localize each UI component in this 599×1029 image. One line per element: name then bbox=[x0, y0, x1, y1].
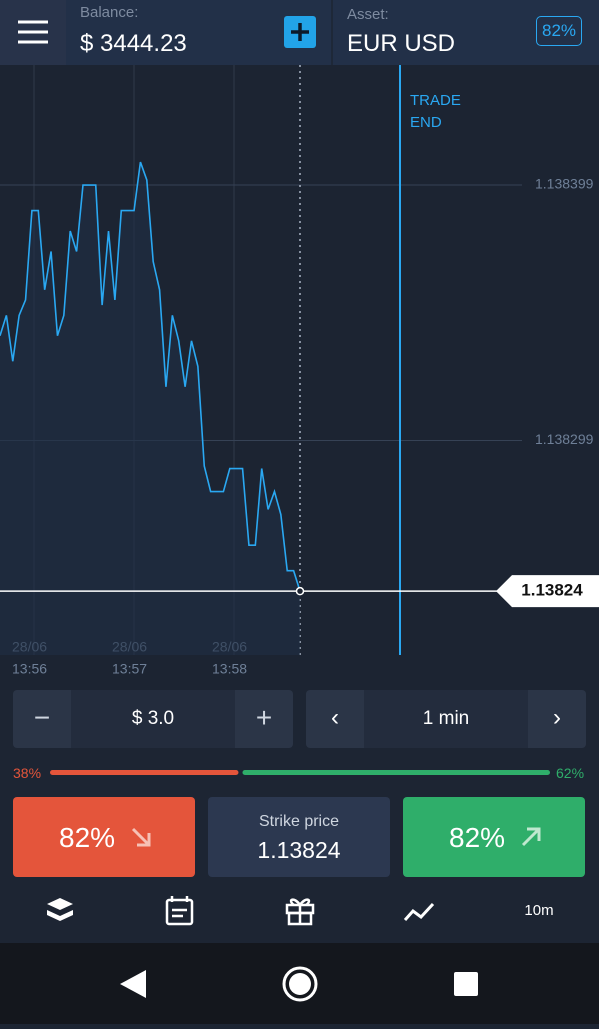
amount-minus[interactable]: − bbox=[33, 702, 51, 733]
up-arrow bbox=[521, 827, 541, 847]
x-tick-time: 13:58 bbox=[212, 661, 247, 677]
home-button[interactable] bbox=[282, 966, 318, 1002]
strike-label: Strike price bbox=[258, 813, 340, 830]
duration-field[interactable] bbox=[364, 690, 528, 748]
y-tick-label: 1.138299 bbox=[535, 431, 594, 447]
header: Balance: $ 3444.23 Asset: EUR USD 82% bbox=[0, 0, 599, 65]
up-percent: 62% bbox=[556, 765, 585, 781]
area bbox=[0, 162, 300, 655]
down-button[interactable]: 82% bbox=[13, 797, 195, 877]
amount-field[interactable] bbox=[71, 690, 235, 748]
y-tick-label: 1.138399 bbox=[535, 176, 594, 192]
trade-end-label: TRADE bbox=[410, 92, 461, 109]
back-button[interactable] bbox=[120, 970, 146, 998]
system-nav-icons bbox=[120, 966, 478, 1002]
asset-label: Asset: bbox=[347, 6, 389, 23]
strike-panel: Strike price 1.13824 bbox=[208, 797, 390, 877]
down-arrow bbox=[131, 827, 151, 847]
current-point bbox=[295, 586, 305, 596]
deposit-button[interactable] bbox=[284, 16, 316, 48]
period[interactable]: 10m bbox=[524, 902, 553, 919]
price-line bbox=[0, 161, 301, 592]
sentiment-bar bbox=[50, 770, 551, 775]
down-payout: 82% bbox=[59, 822, 116, 853]
recents-button[interactable] bbox=[454, 972, 478, 996]
system-nav bbox=[0, 943, 599, 1024]
price-tag bbox=[496, 575, 599, 608]
price-chart: 1.1383991.13829928/0613:5628/0613:5728/0… bbox=[0, 65, 599, 690]
home-dot bbox=[289, 973, 311, 995]
x-tick-time: 13:56 bbox=[12, 661, 47, 677]
trade-end-label: END bbox=[410, 114, 442, 131]
price-tag-label: 1.13824 bbox=[521, 581, 583, 600]
balance-label: Balance: bbox=[80, 4, 139, 21]
calendar-icon[interactable] bbox=[165, 896, 194, 926]
up-payout: 82% bbox=[449, 822, 506, 853]
amount: $ 3.0 bbox=[131, 708, 175, 729]
up-bar bbox=[242, 770, 551, 775]
asset-panel[interactable] bbox=[333, 0, 599, 65]
asset: EUR USD bbox=[347, 30, 456, 57]
up-button[interactable]: 82% bbox=[403, 797, 585, 877]
menu-icon bbox=[18, 20, 48, 44]
amount-plus[interactable]: + bbox=[255, 702, 273, 733]
balance: $ 3444.23 bbox=[80, 30, 187, 57]
payout-badge: 82% bbox=[536, 16, 582, 46]
chart-type-icon[interactable] bbox=[403, 902, 435, 921]
duration: 1 min bbox=[422, 708, 470, 729]
strike-price: 1.13824 bbox=[257, 837, 341, 863]
gift-icon[interactable] bbox=[285, 898, 315, 926]
menu-button[interactable] bbox=[0, 0, 66, 65]
layers-icon[interactable] bbox=[47, 898, 73, 921]
plus-icon bbox=[291, 23, 309, 41]
x-tick-time: 13:57 bbox=[112, 661, 147, 677]
duration-prev[interactable]: ‹ bbox=[331, 704, 339, 731]
duration-next[interactable]: › bbox=[553, 704, 561, 731]
down-percent: 38% bbox=[13, 765, 42, 781]
down-bar bbox=[50, 770, 239, 775]
toolbar: 10m bbox=[47, 896, 554, 926]
